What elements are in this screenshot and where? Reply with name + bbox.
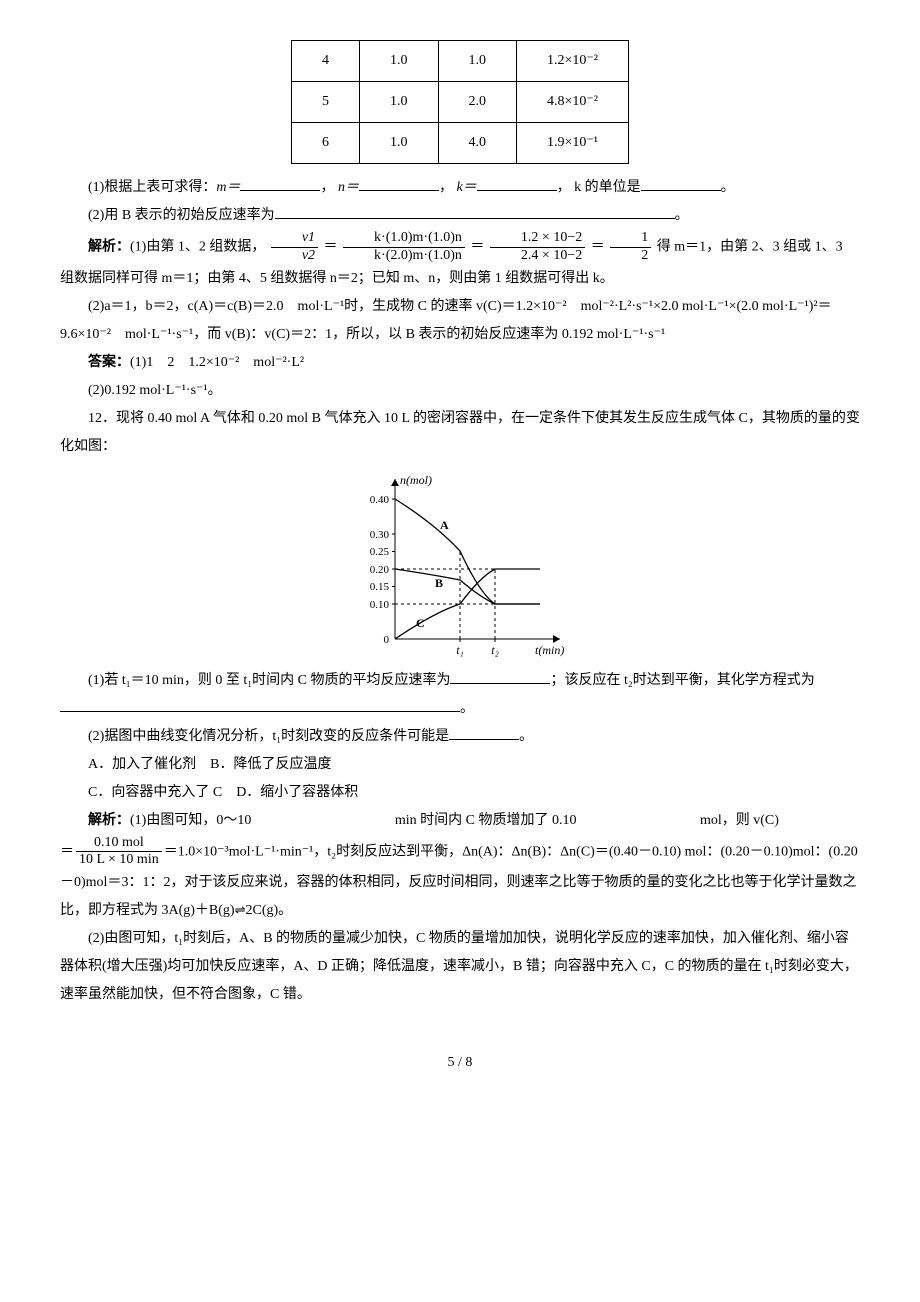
svg-text:0.10: 0.10 — [370, 599, 390, 611]
table-row: 61.04.01.9×10⁻¹ — [292, 123, 629, 164]
question-12-2: (2)据图中曲线变化情况分析，t₁时刻改变的反应条件可能是。 — [60, 723, 860, 751]
solution12-2: (2)由图可知，t₁时刻后，A、B 的物质的量减少加快，C 物质的量增加加快，说… — [60, 925, 860, 1009]
svg-text:0: 0 — [384, 634, 390, 646]
reaction-chart: 0.40 0.30 0.25 0.20 0.15 0.10 0 n(mol) t… — [340, 469, 580, 659]
svg-text:B: B — [435, 576, 443, 590]
svg-text:0.25: 0.25 — [370, 546, 390, 558]
solution-1: 解析：(1)由第 1、2 组数据， v1v2 ＝ k·(1.0)m·(1.0)n… — [60, 230, 860, 293]
solution12-1: 解析：(1)由图可知，0～10 min 时间内 C 物质增加了 0.10 mol… — [60, 807, 860, 835]
svg-text:t₁: t₁ — [456, 643, 464, 657]
solution12-1b: ＝0.10 mol10 L × 10 min＝1.0×10⁻³mol·L⁻¹·m… — [60, 835, 860, 926]
question-1: (1)根据上表可求得：m＝， n＝， k＝， k 的单位是。 — [60, 174, 860, 202]
page-footer: 5 / 8 — [60, 1049, 860, 1077]
svg-text:0.40: 0.40 — [370, 494, 390, 506]
solution-2: (2)a＝1，b＝2，c(A)＝c(B)＝2.0 mol·L⁻¹时，生成物 C … — [60, 293, 860, 349]
svg-text:C: C — [416, 616, 425, 630]
svg-text:0.15: 0.15 — [370, 581, 390, 593]
option-ab: A．加入了催化剂 B．降低了反应温度 — [60, 751, 860, 779]
answer-1: 答案：(1)1 2 1.2×10⁻² mol⁻²·L² — [60, 349, 860, 377]
question-12-stem: 12．现将 0.40 mol A 气体和 0.20 mol B 气体充入 10 … — [60, 405, 860, 461]
question-12-1: (1)若 t₁＝10 min，则 0 至 t₁时间内 C 物质的平均反应速率为；… — [60, 667, 860, 723]
question-2: (2)用 B 表示的初始反应速率为。 — [60, 202, 860, 230]
svg-text:t₂: t₂ — [491, 643, 499, 657]
svg-text:A: A — [440, 518, 449, 532]
svg-text:t(min): t(min) — [535, 643, 564, 657]
table-row: 41.01.01.2×10⁻² — [292, 41, 629, 82]
answer-2: (2)0.192 mol·L⁻¹·s⁻¹。 — [60, 377, 860, 405]
data-table: 41.01.01.2×10⁻² 51.02.04.8×10⁻² 61.04.01… — [291, 40, 629, 164]
svg-text:0.30: 0.30 — [370, 529, 390, 541]
svg-text:n(mol): n(mol) — [400, 473, 432, 487]
option-cd: C．向容器中充入了 C D．缩小了容器体积 — [60, 779, 860, 807]
table-row: 51.02.04.8×10⁻² — [292, 82, 629, 123]
svg-text:0.20: 0.20 — [370, 564, 390, 576]
